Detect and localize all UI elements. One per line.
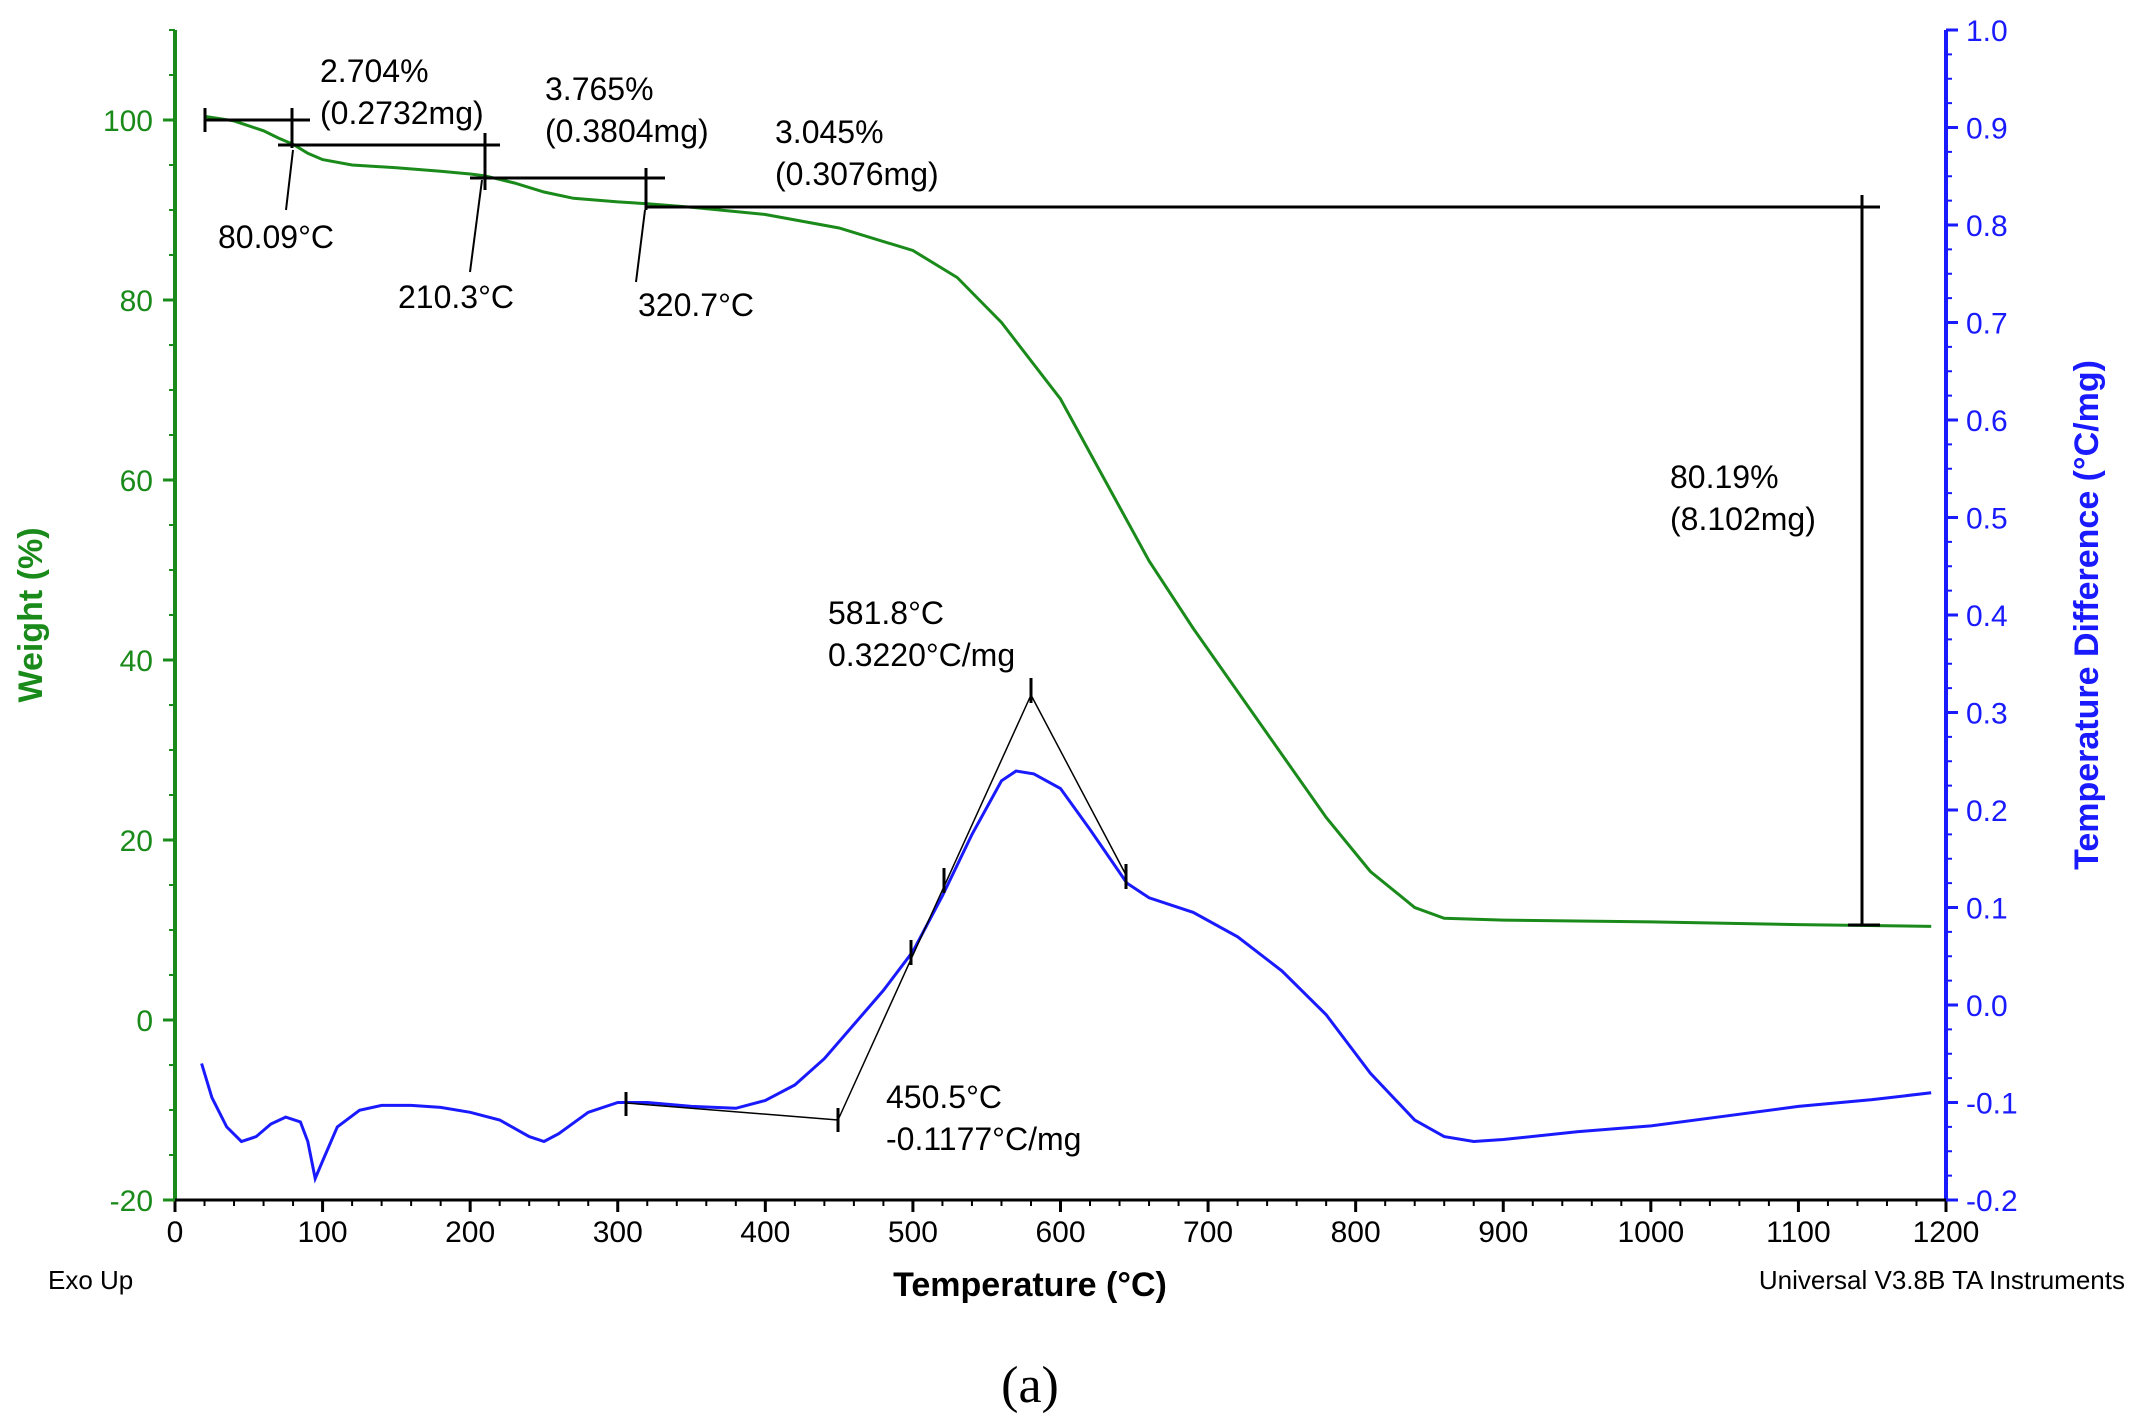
left-y-tick-label: 20 — [120, 825, 153, 858]
onset-value-label: -0.1177°C/mg — [886, 1121, 1081, 1157]
x-tick-label: 400 — [740, 1216, 790, 1249]
right-y-tick-label: 0.9 — [1966, 113, 2008, 146]
weight-series-line — [204, 114, 1932, 928]
right-y-tick-label: 0.8 — [1966, 210, 2008, 243]
onset-temp-label: 450.5°C — [886, 1079, 1002, 1115]
x-tick-label: 1100 — [1766, 1216, 1831, 1249]
onset1-temp-label: 80.09°C — [218, 219, 334, 255]
right-y-tick-label: 0.5 — [1966, 503, 2008, 536]
annotation-lines — [203, 108, 1880, 1132]
total-loss-percent-label: 80.19% — [1670, 459, 1779, 495]
x-tick-label: 300 — [593, 1216, 643, 1249]
onset3-temp-label: 320.7°C — [638, 287, 754, 323]
x-tick-label: 1000 — [1617, 1216, 1684, 1249]
temperature-difference-series-line — [200, 769, 1932, 1184]
left-y-tick-label: 60 — [120, 465, 153, 498]
right-y-tick-label: 1.0 — [1966, 15, 2008, 48]
software-label: Universal V3.8B TA Instruments — [1759, 1265, 2125, 1295]
step2-mass-label: (0.3804mg) — [545, 113, 709, 149]
left-y-axis-title: Weight (%) — [12, 527, 50, 702]
onset2-temp-label: 210.3°C — [398, 279, 514, 315]
x-axis-title: Temperature (°C) — [893, 1266, 1167, 1304]
left-y-tick-label: 80 — [120, 285, 153, 318]
left-y-axis-ticks: -20 0 20 40 60 80 100 — [103, 29, 175, 1218]
right-y-tick-label: -0.2 — [1966, 1185, 2018, 1218]
x-tick-label: 900 — [1478, 1216, 1528, 1249]
x-axis-ticks: 0 100 200 300 400 500 600 700 800 900 1000 1100 1200 — [167, 1200, 1980, 1249]
total-loss-mass-label: (8.102mg) — [1670, 501, 1816, 537]
right-y-tick-label: 0.7 — [1966, 308, 2008, 341]
left-y-tick-label: -20 — [110, 1185, 153, 1218]
left-y-tick-label: 40 — [120, 645, 153, 678]
x-tick-label: 800 — [1331, 1216, 1381, 1249]
x-tick-label: 600 — [1035, 1216, 1085, 1249]
right-y-tick-label: 0.2 — [1966, 795, 2008, 828]
x-tick-label: 100 — [298, 1216, 348, 1249]
step2-percent-label: 3.765% — [545, 71, 654, 107]
step3-mass-label: (0.3076mg) — [775, 156, 939, 192]
right-y-axis-ticks: -0.2 -0.1 0.0 0.1 0.2 0.3 0.4 0.5 0.6 0.7 0.8 0.9 1.… — [1946, 15, 2018, 1218]
x-tick-label: 0 — [167, 1216, 184, 1249]
step1-mass-label: (0.2732mg) — [320, 95, 484, 131]
figure-caption: (a) — [1001, 1357, 1059, 1414]
x-tick-label: 700 — [1183, 1216, 1233, 1249]
left-y-tick-label: 0 — [136, 1005, 153, 1038]
x-tick-label: 200 — [445, 1216, 495, 1249]
right-y-tick-label: 0.0 — [1966, 990, 2008, 1023]
right-y-tick-label: 0.4 — [1966, 600, 2008, 633]
right-y-tick-label: 0.1 — [1966, 893, 2008, 926]
left-y-tick-label: 100 — [103, 105, 153, 138]
exo-up-label: Exo Up — [48, 1265, 133, 1295]
peak-temp-label: 581.8°C — [828, 595, 944, 631]
right-y-axis-title: Temperature Difference (°C/mg) — [2068, 360, 2106, 870]
right-y-tick-label: -0.1 — [1966, 1088, 2018, 1121]
peak-value-label: 0.3220°C/mg — [828, 637, 1015, 673]
x-tick-label: 1200 — [1913, 1216, 1980, 1249]
x-tick-label: 500 — [888, 1216, 938, 1249]
step1-percent-label: 2.704% — [320, 53, 429, 89]
right-y-tick-label: 0.3 — [1966, 698, 2008, 731]
right-y-tick-label: 0.6 — [1966, 405, 2008, 438]
step3-percent-label: 3.045% — [775, 114, 884, 150]
